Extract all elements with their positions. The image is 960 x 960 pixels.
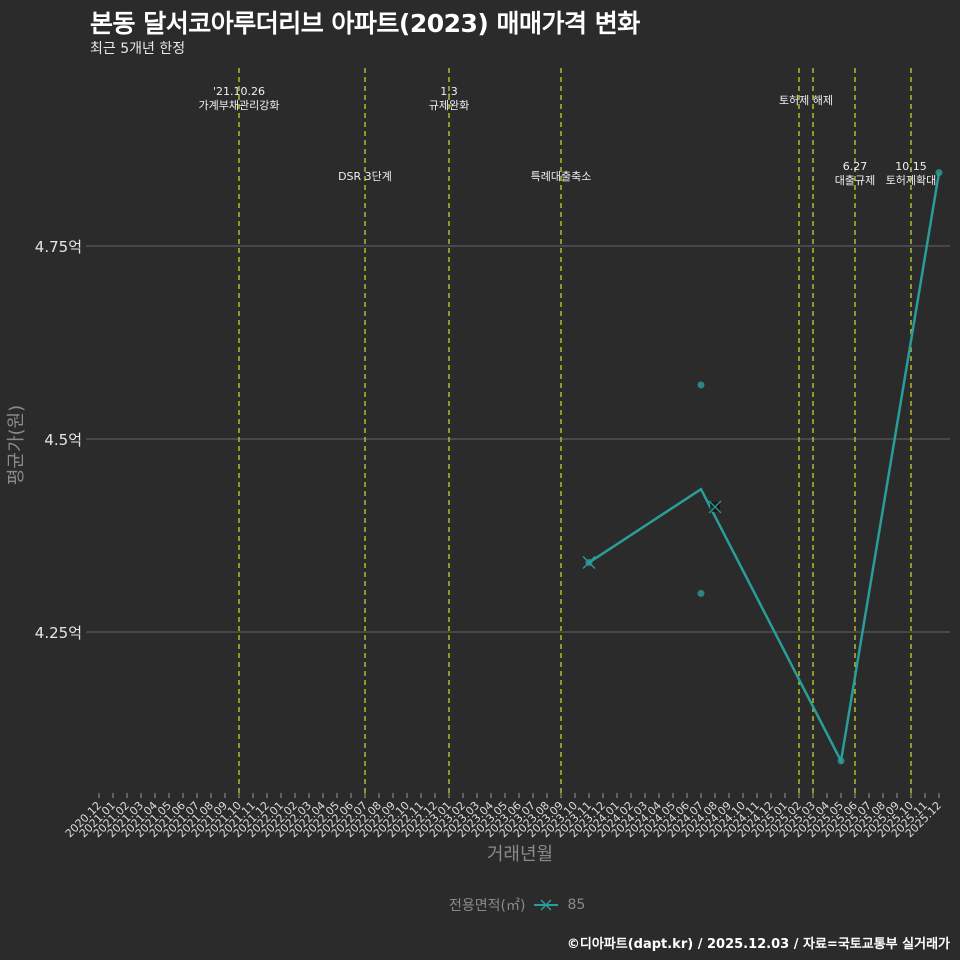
trade-dot [935, 169, 943, 177]
event-annotation: 토허제확대 [886, 174, 937, 187]
chart-subtitle: 최근 5개년 한정 [90, 41, 186, 57]
y-tick-label: 4.5억 [44, 431, 82, 449]
event-annotation: DSR 3단계 [338, 170, 392, 183]
event-annotation: 가계부채관리강화 [199, 99, 280, 112]
legend-key-x-line-icon [534, 899, 559, 911]
trade-dot [697, 589, 705, 597]
series-line [588, 172, 941, 765]
event-annotation: 10.15 [895, 160, 927, 173]
x-marker-icon [708, 500, 722, 514]
legend-item-85: 85 [567, 897, 586, 913]
trade-dot [697, 381, 705, 389]
event-annotation: 규제완화 [429, 99, 469, 112]
y-tick-label: 4.75억 [35, 238, 82, 256]
event-annotation: 특례대출축소 [531, 170, 592, 183]
legend-title: 전용면적(㎡) [449, 898, 526, 914]
gridlines [86, 245, 950, 633]
event-annotation: '21.10.26 [213, 85, 265, 98]
source-footer: ©디아파트(dapt.kr) / 2025.12.03 / 자료=국토교통부 실… [566, 937, 950, 952]
series-85 [582, 169, 943, 765]
event-annotation: 6.27 [843, 160, 868, 173]
x-axis-ticks: 2020.122021.012021.022021.032021.042021.… [63, 793, 944, 840]
y-tick-label: 4.25억 [35, 624, 82, 642]
y-axis-tick-labels: 4.25억 4.5억 4.75억 [35, 238, 82, 642]
event-annotation: 토허제 해제 [779, 93, 833, 107]
x-marker-icon [582, 556, 596, 569]
x-axis-label: 거래년월 [486, 844, 554, 865]
trade-dot [837, 757, 845, 765]
event-annotation: 1.3 [440, 85, 458, 98]
y-axis-label: 평균가(원) [6, 404, 27, 486]
chart-title: 본동 달서코아루더리브 아파트(2023) 매매가격 변화 [90, 9, 640, 38]
legend: 전용면적(㎡) 85 [449, 895, 585, 915]
event-annotation: 대출규제 [835, 174, 875, 187]
